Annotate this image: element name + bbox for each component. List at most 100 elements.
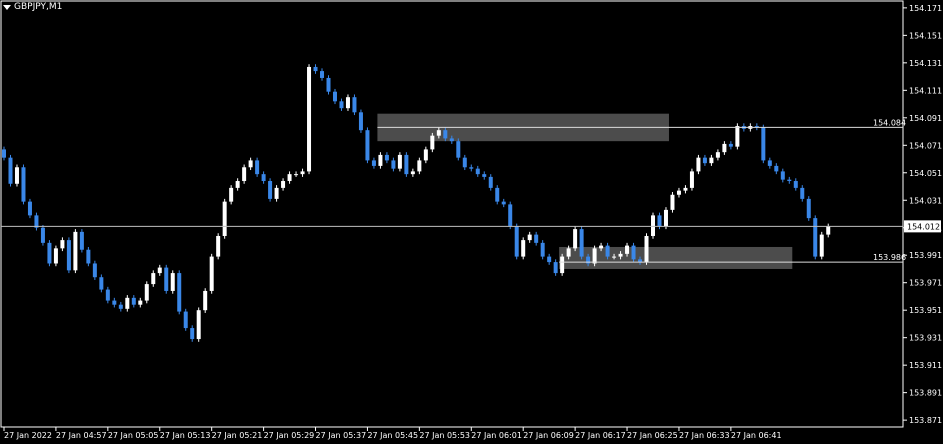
bull-candle[interactable] <box>157 267 162 274</box>
bull-candle[interactable] <box>423 149 428 161</box>
bear-candle[interactable] <box>112 300 117 305</box>
bear-candle[interactable] <box>631 245 636 260</box>
bear-candle[interactable] <box>268 181 273 199</box>
bull-candle[interactable] <box>170 273 175 291</box>
bull-candle[interactable] <box>287 174 292 182</box>
bull-candle[interactable] <box>651 215 655 236</box>
bear-candle[interactable] <box>761 127 766 161</box>
bear-candle[interactable] <box>579 229 584 257</box>
bull-candle[interactable] <box>235 181 240 188</box>
bull-candle[interactable] <box>722 143 727 153</box>
bear-candle[interactable] <box>190 328 195 340</box>
bear-candle[interactable] <box>177 273 182 312</box>
bear-candle[interactable] <box>657 215 662 227</box>
bear-candle[interactable] <box>774 165 779 172</box>
bear-candle[interactable] <box>767 160 772 166</box>
bear-candle[interactable] <box>384 154 389 161</box>
bull-candle[interactable] <box>573 229 578 249</box>
bear-candle[interactable] <box>780 171 785 180</box>
bear-candle[interactable] <box>540 242 545 257</box>
bull-candle[interactable] <box>709 157 714 164</box>
bear-candle[interactable] <box>800 187 805 199</box>
bear-candle[interactable] <box>495 187 500 202</box>
bear-candle[interactable] <box>501 201 506 205</box>
bull-candle[interactable] <box>676 190 681 195</box>
bull-candle[interactable] <box>599 245 604 249</box>
bull-candle[interactable] <box>663 209 668 227</box>
bull-candle[interactable] <box>618 253 623 257</box>
bull-candle[interactable] <box>73 231 78 271</box>
bull-candle[interactable] <box>345 97 350 109</box>
bull-candle[interactable] <box>644 235 649 263</box>
bear-candle[interactable] <box>40 227 45 243</box>
bear-candle[interactable] <box>118 304 123 309</box>
bear-candle[interactable] <box>469 167 474 169</box>
bear-candle[interactable] <box>326 77 331 92</box>
bear-candle[interactable] <box>99 277 104 290</box>
bear-candle[interactable] <box>534 234 539 243</box>
bear-candle[interactable] <box>339 101 344 109</box>
bear-candle[interactable] <box>34 215 39 228</box>
bull-candle[interactable] <box>222 201 227 236</box>
bear-candle[interactable] <box>371 160 376 166</box>
bull-candle[interactable] <box>294 174 299 176</box>
bull-candle[interactable] <box>735 126 740 147</box>
bull-candle[interactable] <box>274 187 279 199</box>
bull-candle[interactable] <box>397 154 402 169</box>
bear-candle[interactable] <box>164 267 169 291</box>
supply-demand-zone[interactable] <box>559 246 793 269</box>
bear-candle[interactable] <box>352 97 357 113</box>
bull-candle[interactable] <box>560 256 565 274</box>
bull-candle[interactable] <box>53 248 58 264</box>
bull-candle[interactable] <box>819 234 824 257</box>
bear-candle[interactable] <box>793 181 798 188</box>
bear-candle[interactable] <box>92 263 97 278</box>
bear-candle[interactable] <box>8 157 13 184</box>
bear-candle[interactable] <box>514 226 519 257</box>
bear-candle[interactable] <box>787 179 792 182</box>
bull-candle[interactable] <box>125 297 130 309</box>
bear-candle[interactable] <box>586 256 591 264</box>
bear-candle[interactable] <box>449 138 454 142</box>
bear-candle[interactable] <box>404 154 409 175</box>
bear-candle[interactable] <box>508 204 513 227</box>
bull-candle[interactable] <box>216 235 221 257</box>
bear-candle[interactable] <box>47 242 52 264</box>
bull-candle[interactable] <box>566 248 571 257</box>
bear-candle[interactable] <box>332 91 337 102</box>
bull-candle[interactable] <box>242 167 247 182</box>
bear-candle[interactable] <box>255 160 260 175</box>
bull-candle[interactable] <box>689 171 694 188</box>
bull-candle[interactable] <box>300 171 305 175</box>
bull-candle[interactable] <box>696 157 701 172</box>
bear-candle[interactable] <box>475 168 480 175</box>
bull-candle[interactable] <box>826 226 831 235</box>
bull-candle[interactable] <box>683 187 688 191</box>
bear-candle[interactable] <box>813 218 818 257</box>
bull-candle[interactable] <box>229 187 234 202</box>
bull-candle[interactable] <box>14 167 19 184</box>
bear-candle[interactable] <box>638 259 643 263</box>
bear-candle[interactable] <box>391 160 396 169</box>
bull-candle[interactable] <box>151 273 156 285</box>
bull-candle[interactable] <box>417 160 422 172</box>
bull-candle[interactable] <box>307 66 312 172</box>
bull-candle[interactable] <box>203 290 208 311</box>
bear-candle[interactable] <box>482 174 487 177</box>
bear-candle[interactable] <box>605 245 610 257</box>
bear-candle[interactable] <box>728 143 733 147</box>
bear-candle[interactable] <box>320 71 325 78</box>
bear-candle[interactable] <box>456 141 461 158</box>
bear-candle[interactable] <box>553 262 558 274</box>
bear-candle[interactable] <box>365 130 370 161</box>
bull-candle[interactable] <box>521 240 526 257</box>
bear-candle[interactable] <box>131 297 136 305</box>
bear-candle[interactable] <box>462 157 467 168</box>
bear-candle[interactable] <box>443 130 448 139</box>
bull-candle[interactable] <box>144 284 149 301</box>
bear-candle[interactable] <box>86 249 91 264</box>
bull-candle[interactable] <box>436 130 441 136</box>
symbol-menu[interactable]: GBPJPY,M1 <box>3 2 62 12</box>
